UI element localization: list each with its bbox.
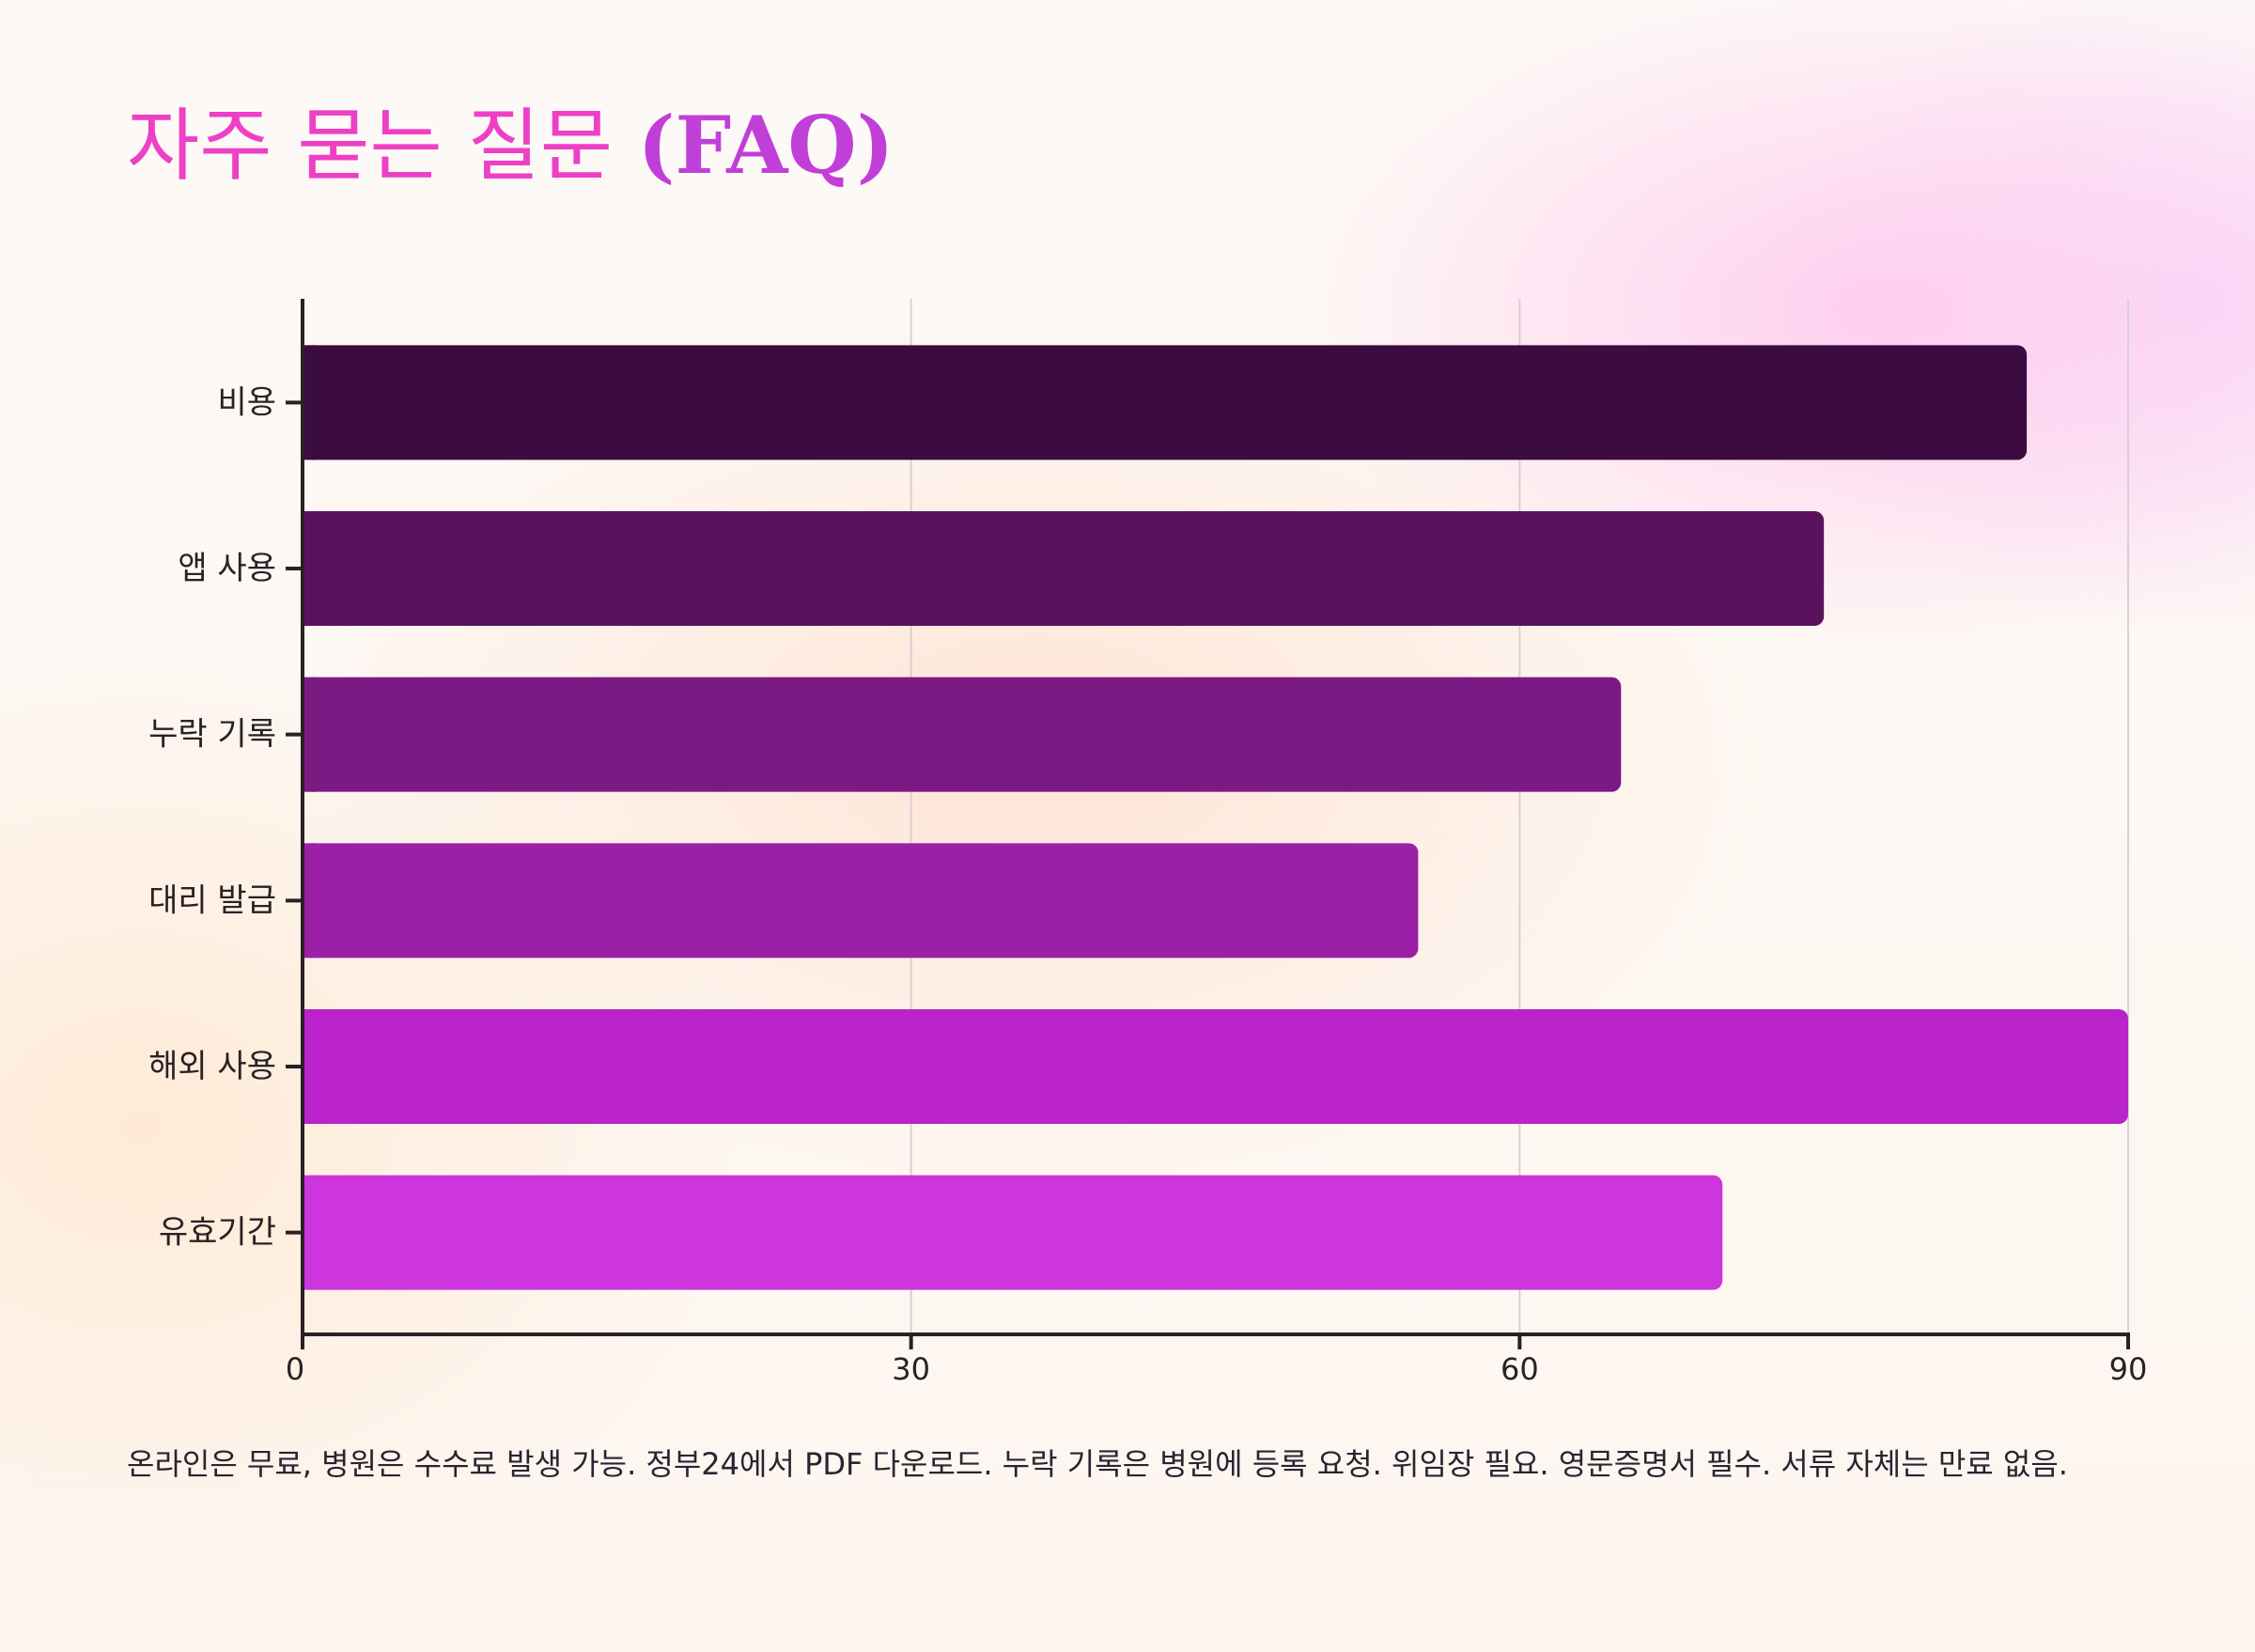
x-tick-label: 90 [2109, 1351, 2148, 1387]
chart-bars [303, 345, 2128, 1290]
chart-grid [910, 299, 2129, 1334]
bar-4-base [303, 843, 316, 958]
category-label: 해외 사용 [148, 1048, 276, 1085]
category-label: 앱 사용 [178, 550, 276, 587]
bar-4 [303, 843, 1419, 958]
bar-5 [303, 1009, 2128, 1124]
category-label: 비용 [217, 383, 276, 421]
chart-axes [286, 299, 2130, 1349]
chart-title-abbreviation: (FAQ) [637, 99, 894, 192]
chart-title-main: 자주 묻는 질문 [127, 100, 614, 192]
category-label: 대리 발급 [148, 881, 276, 919]
bar-6 [303, 1175, 1723, 1290]
bar-2-base [303, 511, 316, 626]
bar-3 [303, 677, 1622, 792]
bar-1 [303, 345, 2028, 460]
bar-5-base [303, 1009, 316, 1124]
bar-6-base [303, 1175, 316, 1290]
category-label: 누락 기록 [148, 716, 276, 754]
chart-title: 자주 묻는 질문 (FAQ) [127, 89, 894, 202]
x-tick-label: 60 [1501, 1351, 1539, 1387]
faq-caption: 온라인은 무료, 병원은 수수료 발생 가능. 정부24에서 PDF 다운로드.… [127, 1446, 2068, 1482]
category-label: 유효기간 [159, 1214, 276, 1252]
bar-1-base [303, 345, 316, 460]
bar-2 [303, 511, 1825, 626]
x-tick-label: 0 [286, 1351, 304, 1387]
x-tick-label: 30 [892, 1351, 930, 1387]
bar-3-base [303, 677, 316, 792]
